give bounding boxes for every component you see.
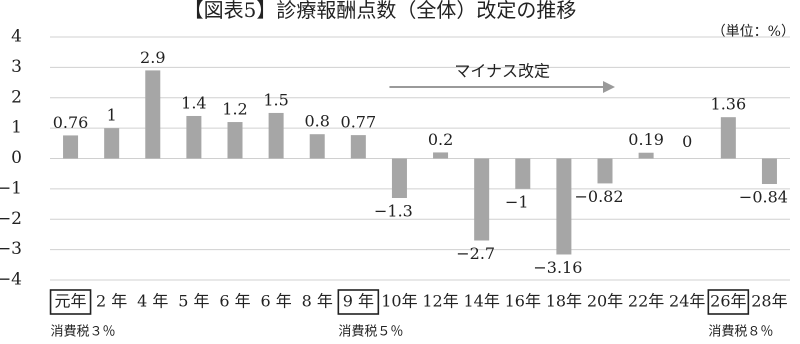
x-category-label: 4 年: [137, 292, 168, 311]
data-label: −1.3: [374, 201, 413, 220]
x-category-label: 20年: [587, 292, 623, 311]
data-label: 0.8: [304, 112, 329, 131]
tax-note: 消費税５％: [338, 325, 403, 340]
x-category-label: 28年: [751, 292, 787, 311]
data-label: 1.4: [181, 93, 206, 112]
data-labels: 0.76 1 2.9 1.4 1.2 1.5 0.8 0.77 −1.3 0.2 −2.7 −1 −3.…: [53, 48, 788, 277]
y-tick-label: 2: [11, 87, 22, 107]
x-category-label: 元年: [55, 292, 87, 311]
chart-unit: （単位：%）: [712, 24, 795, 40]
data-label: −1: [505, 192, 529, 211]
tax-note: 消費税３％: [51, 325, 116, 340]
x-category-label: 8 年: [302, 292, 333, 311]
bar: [515, 158, 531, 189]
bar: [186, 115, 202, 159]
annotation-label: マイナス改定: [454, 62, 550, 81]
bar: [227, 122, 243, 159]
y-tick-label: 3: [11, 57, 22, 77]
data-label: −2.7: [456, 244, 495, 263]
data-label: 1.5: [263, 90, 288, 109]
data-label: 1: [107, 106, 117, 125]
bar: [720, 117, 736, 159]
x-category-label: 16年: [505, 292, 541, 311]
data-label: 2.9: [140, 48, 165, 67]
data-label: 0.77: [341, 113, 377, 132]
x-category-label: 14年: [463, 292, 499, 311]
bar: [391, 158, 407, 198]
data-label: 1.36: [711, 95, 747, 114]
bar: [474, 158, 490, 241]
bar: [104, 128, 120, 159]
data-label: 1.2: [222, 100, 247, 119]
data-label: 0.19: [628, 130, 664, 149]
data-label: −3.16: [533, 258, 582, 277]
category-box: [49, 289, 92, 315]
bar: [761, 158, 777, 185]
bar: [350, 135, 366, 159]
x-category-label: 22年: [628, 292, 664, 311]
bar: [638, 152, 654, 159]
bar: [63, 135, 79, 159]
category-box: [707, 289, 750, 315]
data-label: −0.84: [739, 188, 788, 207]
bar: [309, 134, 325, 159]
x-category-label: 9 年: [343, 292, 374, 311]
minus-revision-annotation: マイナス改定: [389, 62, 615, 93]
x-category-label: 18年: [546, 292, 582, 311]
y-tick-label: −3: [0, 239, 22, 259]
y-tick-label: −1: [0, 178, 22, 198]
bars: [63, 70, 777, 255]
data-label: 0.2: [428, 130, 453, 149]
x-category-label: 2 年: [96, 292, 127, 311]
bar: [556, 158, 572, 255]
chart-title: 【図表5】診療報酬点数（全体）改定の推移: [184, 0, 577, 22]
x-category-label: 6 年: [260, 292, 291, 311]
tax-notes: 消費税３％ 消費税５％ 消費税８％: [51, 325, 774, 340]
data-label: 0.76: [53, 113, 89, 132]
y-tick-label: −4: [0, 270, 22, 290]
y-tick-label: 1: [11, 118, 22, 138]
gridlines: [50, 36, 790, 281]
bar: [597, 158, 613, 184]
y-tick-label: 0: [11, 148, 22, 168]
y-axis: 4 3 2 1 0 −1 −2 −3 −4: [0, 27, 22, 290]
y-tick-label: −2: [0, 209, 22, 229]
bar: [268, 112, 284, 159]
y-tick-label: 4: [11, 27, 22, 47]
data-label: −0.82: [574, 187, 623, 206]
x-category-label: 12年: [422, 292, 458, 311]
bar: [145, 70, 161, 159]
bar: [433, 152, 449, 159]
x-category-label: 6 年: [219, 292, 250, 311]
tax-note: 消費税８％: [708, 325, 773, 340]
annotation-arrow-head: [603, 81, 615, 93]
x-category-label: 26年: [710, 292, 746, 311]
data-label: 0: [682, 132, 692, 151]
category-box: [337, 289, 380, 315]
x-category-label: 24年: [669, 292, 705, 311]
x-axis: 元年 2 年 4 年 5 年 6 年 6 年 8 年 9 年 10年 12年 14年 16年 18年 20…: [49, 289, 788, 315]
x-category-label: 5 年: [178, 292, 209, 311]
x-category-label: 10年: [381, 292, 417, 311]
